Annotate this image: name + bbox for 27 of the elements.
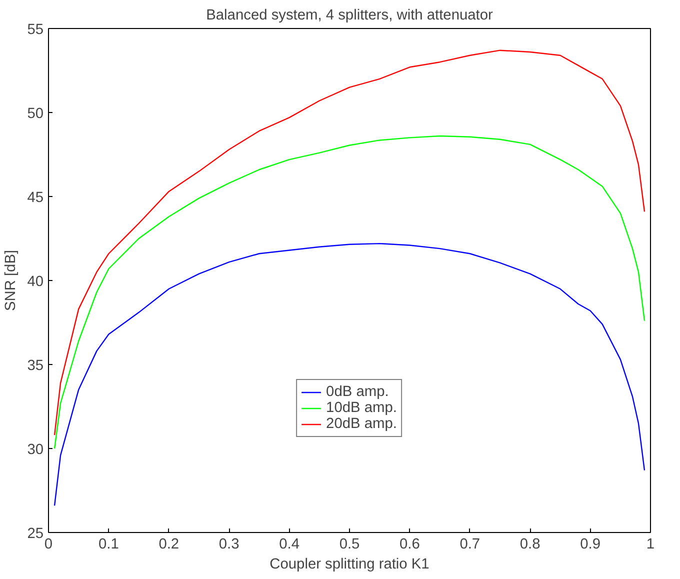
line-series — [54, 135, 646, 450]
x-tick-label: 0.9 — [580, 536, 600, 552]
y-tick-label: 45 — [27, 190, 44, 206]
y-tick-label: 25 — [27, 526, 44, 542]
y-tick-label: 30 — [27, 442, 44, 458]
line-series — [54, 50, 646, 436]
chart-title: Balanced system, 4 splitters, with attenuator — [206, 8, 493, 24]
y-tick-label: 40 — [27, 274, 44, 290]
x-tick-label: 0.4 — [279, 536, 300, 552]
x-tick-label: 0.1 — [98, 536, 119, 552]
y-tick-label: 50 — [27, 106, 44, 122]
legend-label: 0dB amp. — [326, 384, 389, 400]
y-tick-label: 55 — [27, 22, 44, 38]
x-tick-label: 0.8 — [520, 536, 540, 552]
x-tick-label: 0.2 — [158, 536, 180, 552]
y-axis-title: SNR [dB] — [3, 250, 20, 312]
x-tick-label: 0.5 — [339, 536, 360, 552]
legend-label: 20dB amp. — [326, 416, 397, 432]
x-tick-label: 1 — [646, 536, 655, 552]
legend-label: 10dB amp. — [326, 400, 397, 416]
x-tick-label: 0.3 — [218, 536, 240, 552]
x-axis-title: Coupler splitting ratio K1 — [270, 556, 430, 572]
x-tick-label: 0.6 — [400, 536, 420, 552]
x-tick-label: 0 — [44, 536, 53, 552]
line-series — [54, 242, 646, 506]
y-tick-label: 35 — [27, 358, 44, 374]
x-tick-label: 0.7 — [460, 536, 480, 552]
